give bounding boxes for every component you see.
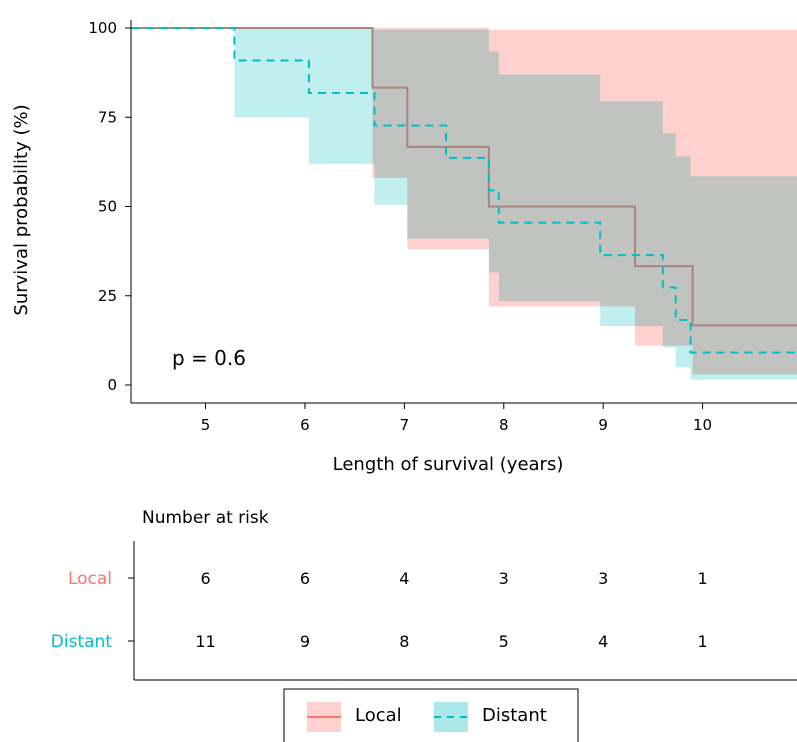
y-ticks: 0 25 50 75 100 [88, 19, 131, 394]
y-tick-label: 100 [88, 19, 117, 37]
y-axis-title: Survival probability (%) [11, 104, 32, 315]
risk-count: 4 [598, 632, 608, 651]
survival-curves [131, 27, 797, 354]
risk-count: 8 [399, 632, 409, 651]
risk-count: 6 [300, 569, 310, 588]
risk-count: 1 [697, 632, 707, 651]
x-axis-title: Length of survival (years) [333, 454, 564, 475]
risk-row-label-local: Local [68, 569, 112, 589]
p-value-annotation: p = 0.6 [172, 346, 246, 370]
risk-count: 4 [399, 569, 409, 588]
legend-label-local: Local [355, 705, 402, 726]
y-tick-label: 50 [98, 198, 117, 216]
x-tick-label: 5 [201, 416, 211, 434]
legend-items: Local Distant [307, 702, 547, 732]
risk-table: Number at risk Local 6 6 4 3 3 1 Distant 11 9 8 5 4 1 [51, 508, 797, 681]
confidence-bands [131, 28, 797, 380]
risk-count: 5 [499, 632, 509, 651]
legend-label-distant: Distant [482, 705, 547, 726]
ci-band-distant [131, 28, 797, 380]
risk-count: 11 [195, 632, 215, 651]
risk-count: 3 [598, 569, 608, 588]
x-ticks: 5 6 7 8 9 10 [201, 403, 712, 434]
x-tick-label: 7 [400, 416, 410, 434]
risk-count: 6 [200, 569, 210, 588]
risk-row-label-distant: Distant [51, 632, 113, 652]
risk-count: 9 [300, 632, 310, 651]
risk-count: 3 [499, 569, 509, 588]
plot-area: 0 25 50 75 100 5 6 7 8 9 10 p = 0.6 Length of sur… [11, 19, 797, 475]
risk-table-rows: Local 6 6 4 3 3 1 Distant 11 9 8 5 4 1 [51, 569, 708, 652]
y-tick-label: 75 [98, 108, 117, 126]
x-tick-label: 8 [499, 416, 509, 434]
x-tick-label: 6 [300, 416, 310, 434]
survival-curve-distant [131, 27, 797, 354]
risk-table-title: Number at risk [142, 508, 269, 528]
legend: Local Distant [283, 688, 579, 742]
x-tick-label: 9 [598, 416, 608, 434]
x-tick-label: 10 [693, 416, 712, 434]
y-tick-label: 0 [107, 376, 117, 394]
y-tick-label: 25 [98, 287, 117, 305]
risk-count: 1 [697, 569, 707, 588]
